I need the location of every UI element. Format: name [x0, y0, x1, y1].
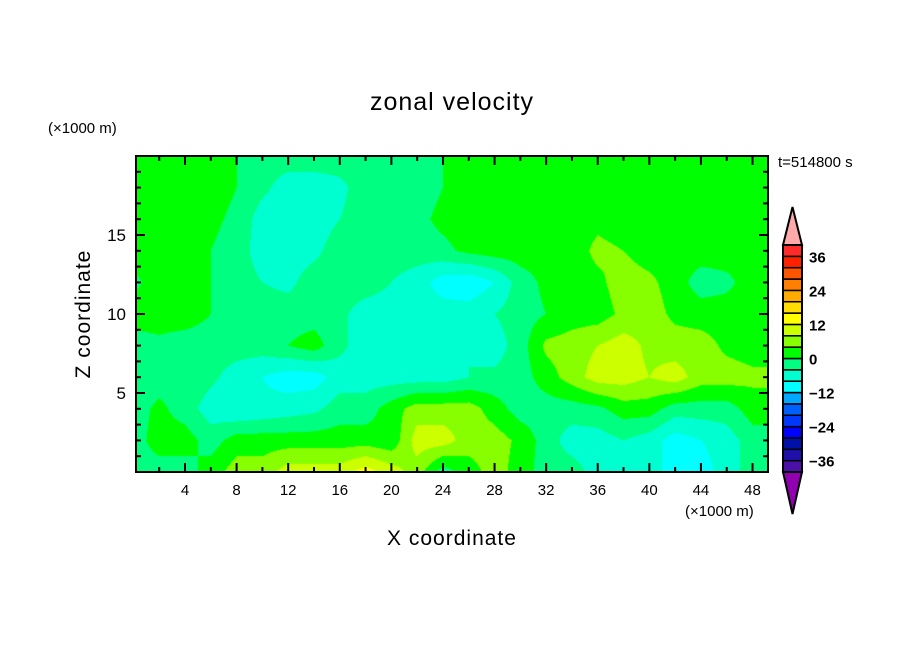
x-tick-label: 4	[181, 482, 189, 499]
plot-frame	[135, 155, 769, 473]
x-tick-label: 20	[383, 482, 400, 499]
colorbar-label: −12	[809, 386, 834, 403]
colorbar-under-triangle	[781, 471, 804, 515]
colorbar-box	[782, 301, 803, 314]
colorbar-box	[782, 266, 803, 280]
x-tick-label: 12	[280, 482, 297, 499]
chart-title: zonal velocity	[369, 88, 535, 116]
colorbar-box	[782, 403, 803, 416]
colorbar-frame	[782, 244, 803, 473]
colorbar-over-triangle	[781, 206, 804, 246]
colorbar-box	[782, 289, 803, 303]
y-axis-unit: (×1000 m)	[48, 120, 117, 137]
colorbar-box	[782, 369, 803, 382]
x-tick-label: 24	[435, 482, 452, 499]
x-tick-label: 32	[538, 482, 555, 499]
colorbar-box	[782, 346, 803, 360]
colorbar-box	[782, 448, 803, 462]
colorbar-box	[782, 459, 803, 473]
y-tick-label: 15	[107, 226, 126, 245]
colorbar-box	[782, 255, 803, 269]
x-tick-label: 8	[232, 482, 240, 499]
x-tick-label: 40	[641, 482, 658, 499]
colorbar-label: 36	[809, 249, 826, 266]
colorbar-box	[782, 391, 803, 405]
colorbar-label: 12	[809, 317, 826, 334]
y-tick-label: 10	[107, 305, 126, 324]
x-tick-label: 48	[744, 482, 761, 499]
contour-fill	[136, 156, 768, 472]
colorbar-box	[782, 437, 803, 451]
colorbar-label: 24	[809, 283, 826, 300]
colorbar-box	[782, 312, 803, 326]
colorbar-label: −36	[809, 454, 834, 471]
x-tick-label: 36	[589, 482, 606, 499]
x-tick-label: 28	[486, 482, 503, 499]
colorbar-box	[782, 323, 803, 337]
colorbar-label: −24	[809, 420, 835, 437]
x-axis-unit: (×1000 m)	[685, 503, 754, 520]
time-annotation: t=514800 s	[778, 154, 853, 171]
colorbar-box	[782, 335, 803, 348]
colorbar-label: 0	[809, 352, 817, 369]
colorbar-box	[782, 414, 803, 428]
colorbar-box	[782, 380, 803, 394]
x-tick-label: 44	[693, 482, 710, 499]
colorbar-box	[782, 278, 803, 292]
colorbar-box	[782, 357, 803, 371]
y-tick-label: 5	[117, 384, 126, 403]
x-axis-label: X coordinate	[387, 527, 517, 550]
colorbar-box	[782, 244, 803, 258]
x-tick-label: 16	[331, 482, 348, 499]
colorbar-box	[782, 425, 803, 439]
